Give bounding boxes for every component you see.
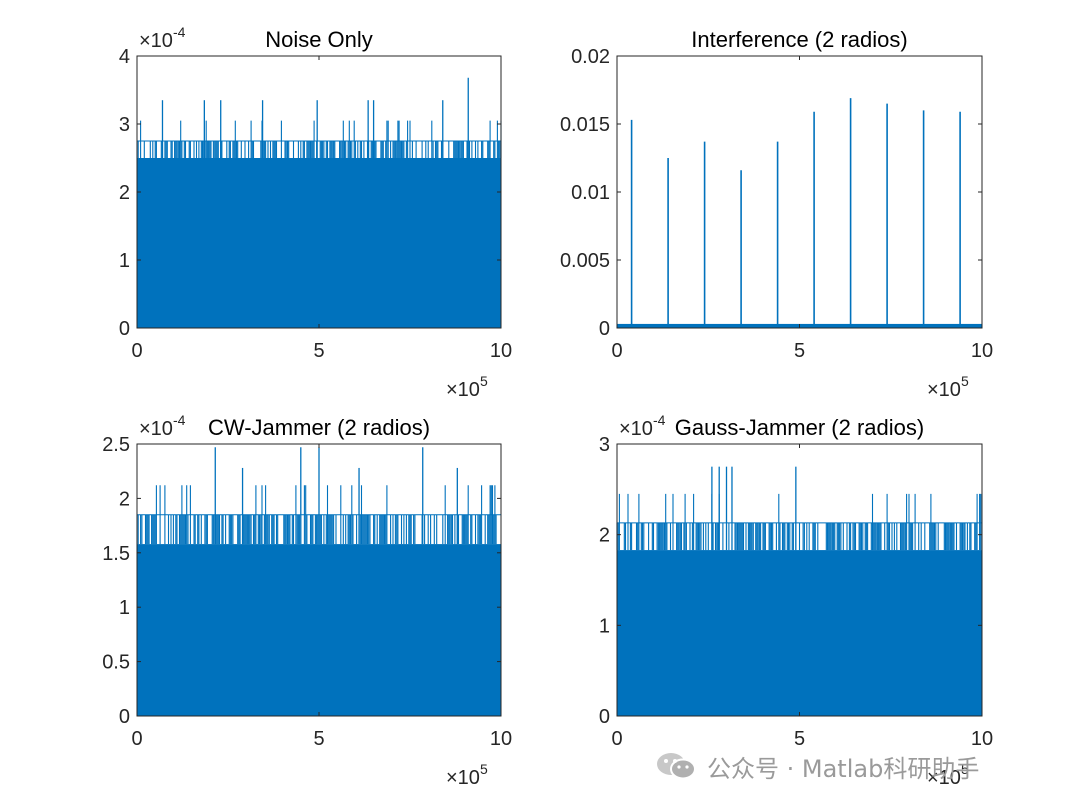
subplot-title: Noise Only (265, 27, 373, 52)
x-tick-label: 0 (611, 728, 622, 750)
x-multiplier-exponent: 5 (480, 373, 488, 389)
x-tick-label: 0 (131, 728, 142, 750)
y-tick-label: 1 (119, 250, 130, 272)
y-tick-label: 2 (599, 525, 610, 547)
y-multiplier-exponent: -4 (653, 412, 666, 428)
subplot-interference: 0 5 1000.0050.010.0150.02×105Interference … (560, 27, 993, 401)
y-multiplier: ×10-4 (619, 412, 666, 440)
x-multiplier: ×105 (927, 373, 969, 401)
y-multiplier: ×10-4 (139, 24, 186, 52)
y-tick-label: 3 (599, 434, 610, 456)
noise-fill (137, 158, 501, 328)
x-multiplier-exponent: 5 (480, 761, 488, 777)
x-multiplier-exponent: 5 (961, 761, 969, 777)
y-tick-label: 4 (119, 46, 130, 68)
x-tick-label: 5 (313, 340, 324, 362)
x-tick-label: 10 (971, 728, 993, 750)
x-tick-label: 10 (490, 340, 512, 362)
noise-trace (137, 120, 502, 158)
x-tick-label: 5 (794, 340, 805, 362)
x-multiplier: ×105 (446, 761, 488, 789)
x-multiplier-exponent: 5 (961, 373, 969, 389)
y-tick-label: 0 (599, 318, 610, 340)
x-tick-label: 5 (313, 728, 324, 750)
y-tick-label: 0 (599, 706, 610, 728)
x-multiplier: ×105 (446, 373, 488, 401)
x-tick-label: 5 (794, 728, 805, 750)
y-tick-label: 1.5 (102, 543, 130, 565)
y-tick-label: 0.01 (571, 182, 610, 204)
y-tick-label: 0 (119, 318, 130, 340)
y-tick-label: 1 (119, 597, 130, 619)
y-tick-label: 3 (119, 114, 130, 136)
wechat-icon (655, 751, 699, 781)
y-tick-label: 0.005 (560, 250, 610, 272)
y-tick-label: 0.02 (571, 46, 610, 68)
subplot-title: Gauss-Jammer (2 radios) (675, 415, 924, 440)
series-power (137, 77, 502, 328)
subplot-title: CW-Jammer (2 radios) (208, 415, 430, 440)
noise-fill (617, 550, 982, 716)
y-tick-label: 2 (119, 182, 130, 204)
x-tick-label: 0 (611, 340, 622, 362)
y-multiplier: ×10-4 (139, 412, 186, 440)
y-multiplier-exponent: -4 (173, 412, 186, 428)
x-tick-label: 0 (131, 340, 142, 362)
y-tick-label: 0 (119, 706, 130, 728)
x-tick-label: 10 (971, 340, 993, 362)
y-tick-label: 0.015 (560, 114, 610, 136)
y-tick-label: 1 (599, 615, 610, 637)
axes-box (616, 55, 983, 329)
series-power (137, 447, 501, 716)
subplot-title: Interference (2 radios) (691, 27, 907, 52)
watermark-text: 公众号 · Matlab科研助手 (707, 754, 980, 783)
y-tick-label: 2.5 (102, 434, 130, 456)
x-tick-label: 10 (490, 728, 512, 750)
series-power (616, 466, 982, 716)
y-tick-label: 0.5 (102, 652, 130, 674)
noise-fill (137, 544, 501, 716)
noise-trace (137, 485, 497, 545)
y-multiplier-exponent: -4 (173, 24, 186, 40)
y-tick-label: 2 (119, 488, 130, 510)
watermark: 公众号 · Matlab科研助手 (655, 748, 979, 784)
